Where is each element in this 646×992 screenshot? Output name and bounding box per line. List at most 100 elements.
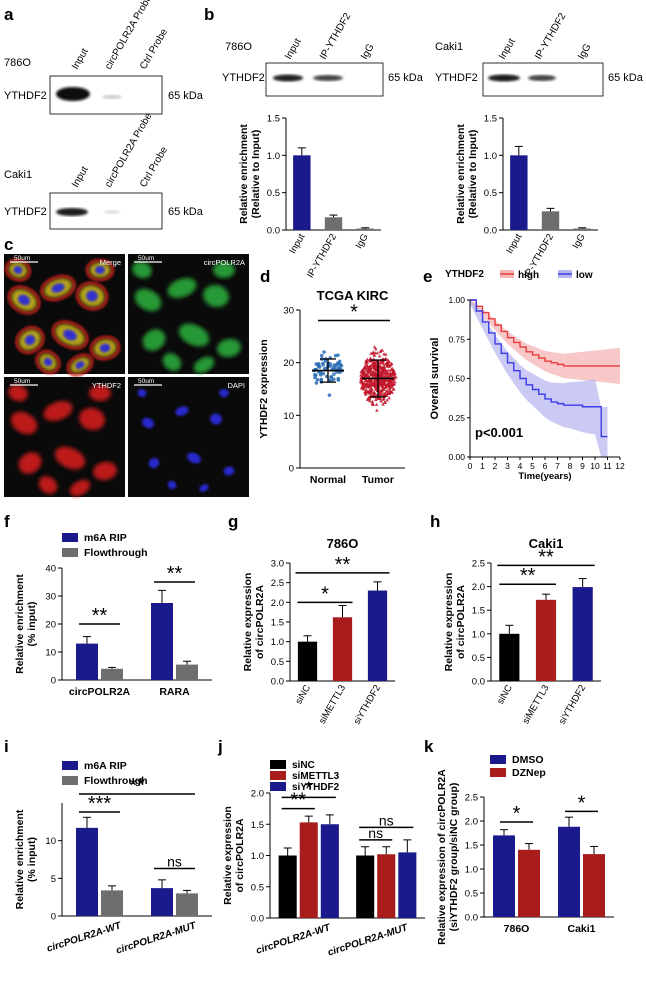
y-tick-label: 1.0: [251, 851, 264, 862]
bar: [367, 590, 388, 681]
cell: [162, 353, 182, 371]
y-tick-label: 20: [283, 358, 294, 369]
cell-membrane: [85, 258, 115, 282]
chart-h-bars: 0.0 0.5 1.0 1.5 2.0 2.5 Relative expression of …: [443, 536, 601, 726]
x-tick-label: IgG: [571, 232, 588, 251]
nucleus: [219, 389, 229, 397]
panel-letter-j: j: [217, 737, 223, 756]
y-axis-label: Relative enrichment: [14, 574, 26, 674]
data-point: [339, 364, 344, 368]
y-tick-label: 1.5: [271, 618, 284, 629]
nucleus: [13, 265, 23, 275]
chart-f-bars: 0 10 20 30 40 Relative enrichment (% input) cir…: [14, 532, 212, 698]
blot-a-bottom-protein: YTHDF2: [4, 206, 47, 218]
blot-a-top-protein: YTHDF2: [4, 90, 47, 102]
legend-title: YTHDF2: [445, 269, 484, 280]
data-point: [377, 354, 382, 358]
confidence-band: [470, 300, 620, 384]
data-point: [388, 371, 393, 376]
data-point: [365, 363, 369, 367]
bar: [101, 668, 123, 680]
nucleus: [210, 413, 222, 425]
bar: [398, 852, 417, 918]
data-point: [364, 359, 369, 363]
x-tick-label: siYTHDF2: [557, 683, 588, 726]
x-tick-label: 9: [580, 461, 585, 471]
data-point: [368, 356, 373, 360]
data-point: [366, 395, 371, 399]
data-point: [384, 393, 389, 397]
x-tick-label: 11: [603, 461, 612, 471]
x-tick-label: siYTHDF2: [352, 683, 383, 726]
nucleus: [223, 466, 235, 476]
blot-band: [102, 95, 122, 99]
y-tick-label: 0: [51, 912, 56, 923]
micro-label: circPOLR2A: [204, 258, 245, 267]
legend-swatch: [490, 755, 506, 764]
y-tick-label: 0: [51, 676, 56, 687]
data-point: [391, 382, 396, 386]
legend-swatch: [270, 782, 286, 791]
significance-label: *: [578, 792, 586, 814]
cell-membrane: [4, 258, 32, 282]
data-point: [364, 381, 369, 385]
bar: [320, 824, 339, 918]
y-tick-label: 1.0: [472, 629, 485, 640]
nucleus: [63, 329, 77, 341]
data-point: [394, 375, 398, 379]
micro-circpolr2a-image: circPOLR2A 50um: [128, 254, 249, 374]
data-point: [389, 361, 394, 365]
y-axis-label: Relative expression: [242, 573, 254, 672]
bar: [297, 641, 318, 681]
y-tick-label: 1.0: [271, 637, 284, 648]
blot-band: [488, 74, 520, 82]
blot-a-bottom-cell: Caki1: [4, 169, 32, 181]
data-point: [388, 379, 393, 383]
data-point: [381, 370, 386, 374]
nucleus: [75, 361, 85, 369]
lane-label: IP-YTHDF2: [318, 11, 354, 62]
y-tick-label: 1.5: [251, 820, 264, 831]
nucleus: [43, 357, 53, 367]
x-tick-label: IgG: [354, 232, 371, 251]
chart-i-bars: 0 5 10 Relative enrichment (% input) circPOLR…: [14, 760, 212, 957]
cell: [134, 288, 162, 312]
bar: [356, 855, 375, 918]
data-point: [374, 347, 378, 351]
blot-band: [56, 208, 88, 216]
significance-label: *: [321, 583, 329, 605]
data-point: [317, 365, 322, 369]
y-axis-label: Relative expression: [443, 573, 455, 672]
bar: [583, 854, 605, 917]
x-tick-label: IP-YTHDF2: [305, 232, 339, 280]
y-tick-label: 10: [45, 836, 56, 847]
data-point: [372, 371, 377, 375]
y-tick-label: 0.0: [271, 677, 284, 688]
y-axis-label: Relative enrichment: [238, 124, 250, 224]
legend-swatch: [490, 768, 506, 777]
nucleus: [141, 417, 155, 429]
legend-label: high: [518, 270, 539, 281]
data-point: [371, 402, 376, 406]
data-point: [388, 389, 393, 394]
micro-label: YTHDF2: [92, 381, 121, 390]
data-point: [332, 377, 336, 382]
bar: [176, 664, 198, 680]
data-point: [337, 366, 342, 371]
y-tick-label: 0.5: [465, 889, 478, 900]
bar: [324, 217, 343, 230]
data-point: [383, 356, 388, 360]
micro-label: DAPI: [227, 381, 245, 390]
cell: [38, 476, 58, 494]
data-point: [372, 353, 377, 357]
significance-label: **: [538, 546, 554, 568]
y-axis-label: Relative enrichment: [14, 809, 26, 909]
nucleus: [167, 480, 177, 490]
x-tick-label: 7: [555, 461, 560, 471]
scale-label: 50um: [14, 378, 30, 385]
x-tick-label: 6: [543, 461, 548, 471]
x-tick-label: 3: [505, 461, 510, 471]
data-point: [369, 387, 373, 391]
y-tick-label: 2.5: [472, 559, 485, 570]
cell: [193, 356, 215, 374]
